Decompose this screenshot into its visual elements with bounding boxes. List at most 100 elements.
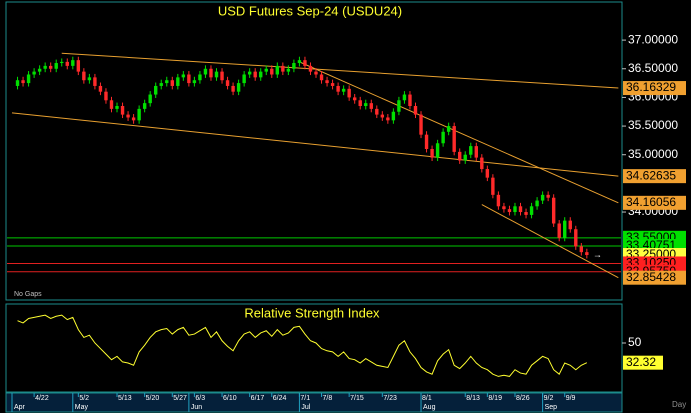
x-tick-label: 6/17 (251, 395, 265, 402)
candle-body (391, 111, 396, 121)
candle-body (181, 74, 186, 78)
month-label: May (75, 404, 89, 411)
candle-body (446, 126, 451, 132)
candle-body (352, 97, 357, 101)
month-label: Sep (545, 404, 558, 411)
candle-body (104, 91, 108, 101)
candle-body (109, 100, 114, 109)
candle-body (187, 74, 191, 84)
candle-body (319, 74, 324, 81)
candle-body (574, 229, 578, 247)
candle-body (408, 94, 412, 107)
candle-body (452, 126, 456, 152)
candle-body (126, 114, 130, 118)
candle-body (430, 148, 434, 158)
candle-body (347, 88, 351, 98)
candle-body (259, 71, 263, 78)
trend-line (481, 204, 619, 279)
candle-body (48, 65, 53, 69)
x-tick-label: 5/20 (146, 395, 160, 402)
candle-body (540, 194, 545, 201)
candle-body (535, 200, 539, 207)
candle-body (247, 71, 252, 75)
candle-body (325, 80, 329, 84)
candle-body (336, 85, 340, 92)
candle-body (308, 65, 313, 72)
candle-body (253, 71, 257, 78)
candle-body (98, 85, 103, 92)
y-tick-label: 35.00000 (628, 147, 678, 161)
rsi-title: Relative Strength Index (244, 305, 380, 320)
candle-body (286, 68, 291, 72)
candle-body (220, 71, 224, 81)
candle-body (458, 151, 462, 161)
candle-body (71, 60, 75, 66)
candle-body (303, 60, 307, 66)
rsi-tag (623, 355, 663, 370)
candle-body (297, 60, 302, 64)
candle-body (115, 106, 119, 109)
rsi-tick-label: 50 (628, 335, 642, 349)
x-tick-label: 5/27 (173, 395, 187, 402)
candle-body (43, 65, 47, 69)
candle-body (176, 77, 180, 86)
candle-body (131, 117, 136, 121)
candle-body (26, 74, 31, 84)
candle-body (579, 246, 584, 253)
candle-body (82, 71, 86, 81)
x-tick-label: 8/13 (466, 395, 480, 402)
candle-body (32, 71, 36, 75)
candle-body (513, 206, 517, 213)
note: No Gaps (14, 291, 42, 298)
candle-body (419, 114, 423, 135)
candle-body (551, 197, 556, 224)
candle-body (424, 134, 429, 149)
x-tick-label: 9/9 (566, 395, 576, 402)
candle-body (65, 61, 69, 66)
candle-body (54, 63, 58, 69)
candle-body (142, 103, 147, 109)
rsi-line (17, 314, 588, 377)
candle-body (386, 117, 390, 121)
candle-body (231, 85, 235, 92)
candle-body (148, 94, 152, 104)
trend-line (299, 61, 619, 204)
chart-title: USD Futures Sep-24 (USDU24) (218, 3, 402, 18)
candle-body (270, 68, 274, 75)
candle-body (275, 65, 280, 75)
x-tick-label: 6/3 (195, 395, 205, 402)
candle-body (264, 68, 268, 72)
x-tick-label: 6/24 (273, 395, 287, 402)
x-tick-label: 7/15 (350, 395, 364, 402)
x-tick-label: 8/1 (422, 395, 432, 402)
candle-body (524, 212, 528, 215)
candle-body (330, 83, 335, 86)
price-tag-label: 34.16056 (626, 195, 676, 209)
month-label: Apr (14, 404, 26, 411)
candle-body (87, 77, 92, 81)
candle-body (137, 108, 141, 121)
x-tick-label: 6/10 (223, 395, 237, 402)
candle-body (485, 169, 490, 178)
candle-body (474, 146, 478, 158)
y-tick-label: 35.50000 (628, 118, 678, 132)
candle-body (165, 80, 169, 84)
price-tag (623, 270, 686, 285)
candle-body (281, 65, 285, 72)
candle-body (236, 83, 241, 92)
candle-body (192, 80, 197, 84)
candle-body (93, 77, 97, 86)
candle-body (546, 194, 550, 198)
x-tick-label: 8/19 (488, 395, 502, 402)
price-tag (623, 195, 686, 210)
candle-body (198, 74, 202, 81)
date-axis (5, 392, 623, 413)
candle-body (209, 68, 213, 78)
candle-body (435, 143, 440, 158)
price-tag-label: 36.16329 (626, 80, 676, 94)
x-tick-label: 8/26 (516, 395, 530, 402)
candle-body (37, 68, 42, 72)
candle-body (292, 63, 296, 69)
